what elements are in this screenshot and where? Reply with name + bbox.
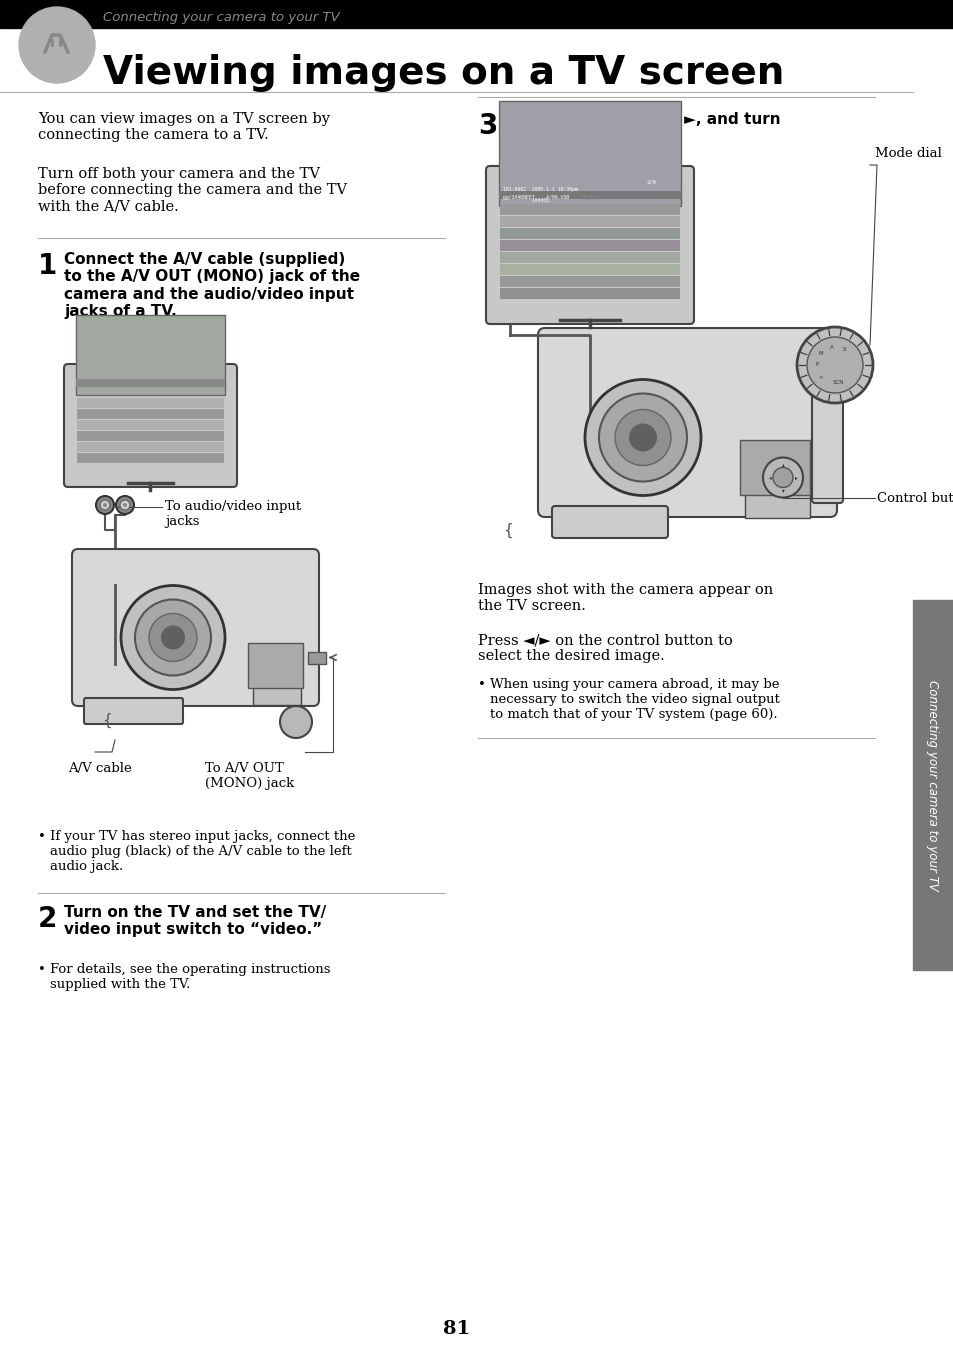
Bar [499, 204, 679, 214]
Text: 1: 1 [38, 252, 57, 280]
Bar [498, 100, 680, 206]
Text: 2/9: 2/9 [646, 180, 656, 185]
Circle shape [121, 585, 225, 689]
Circle shape [120, 499, 130, 510]
Bar [76, 379, 225, 387]
Text: •: • [38, 830, 46, 843]
Circle shape [806, 337, 862, 394]
Text: 101-0002  2005.1.1 10:30pm: 101-0002 2005.1.1 10:30pm [502, 187, 578, 191]
Circle shape [96, 497, 113, 514]
Text: ▴: ▴ [781, 461, 783, 467]
Circle shape [116, 497, 133, 514]
Circle shape [135, 600, 211, 676]
Text: Viewing images on a TV screen: Viewing images on a TV screen [103, 54, 783, 92]
Text: To A/V OUT
(MONO) jack: To A/V OUT (MONO) jack [205, 763, 294, 790]
FancyBboxPatch shape [71, 550, 318, 706]
Bar [77, 408, 224, 419]
Text: ▾: ▾ [781, 489, 783, 493]
Bar [77, 453, 224, 463]
Circle shape [161, 626, 185, 650]
Bar [498, 191, 680, 199]
Text: Set the mode dial to ►, and turn
on the camera.: Set the mode dial to ►, and turn on the … [503, 113, 780, 144]
FancyBboxPatch shape [811, 342, 842, 503]
Circle shape [772, 468, 792, 487]
Bar [308, 651, 326, 664]
Bar [740, 440, 809, 495]
Bar [499, 275, 679, 286]
Text: 3: 3 [477, 113, 497, 140]
Text: ▸: ▸ [794, 475, 797, 480]
Text: Connecting your camera to your TV: Connecting your camera to your TV [925, 680, 939, 890]
Text: gg/344KNEET    4/99.USB: gg/344KNEET 4/99.USB [502, 195, 569, 199]
Bar [499, 288, 679, 299]
Bar [499, 252, 679, 263]
Text: M: M [818, 351, 822, 356]
Text: SONY: SONY [579, 195, 599, 201]
Bar [912, 600, 953, 970]
Circle shape [280, 706, 312, 738]
Text: Turn off both your camera and the TV
before connecting the camera and the TV
wit: Turn off both your camera and the TV bef… [38, 167, 347, 213]
Text: •: • [477, 678, 485, 691]
Text: •: • [38, 963, 46, 976]
Text: When using your camera abroad, it may be
necessary to switch the video signal ou: When using your camera abroad, it may be… [490, 678, 779, 721]
Circle shape [796, 327, 872, 403]
Bar [499, 240, 679, 251]
Text: Turn on the TV and set the TV/
video input switch to “video.”: Turn on the TV and set the TV/ video inp… [64, 905, 326, 938]
Text: >: > [818, 375, 822, 379]
Bar [77, 432, 224, 441]
Text: 100005: 100005 [502, 198, 548, 204]
Circle shape [598, 394, 686, 482]
Text: {: { [502, 522, 512, 537]
FancyBboxPatch shape [537, 328, 836, 517]
Text: {: { [102, 712, 112, 727]
Text: SCN: SCN [832, 380, 843, 385]
Bar [499, 216, 679, 227]
Text: Press ◄/► on the control button to
select the desired image.: Press ◄/► on the control button to selec… [477, 632, 732, 664]
Bar [253, 677, 301, 706]
Text: ◂: ◂ [768, 475, 771, 480]
Bar [248, 643, 303, 688]
FancyBboxPatch shape [64, 364, 236, 487]
FancyBboxPatch shape [84, 697, 183, 725]
Circle shape [103, 503, 107, 508]
Circle shape [19, 7, 95, 83]
Circle shape [762, 457, 802, 498]
Text: Control button: Control button [876, 493, 953, 506]
Bar [77, 421, 224, 430]
Text: Images shot with the camera appear on
the TV screen.: Images shot with the camera appear on th… [477, 584, 773, 613]
Bar [77, 442, 224, 452]
FancyBboxPatch shape [485, 166, 693, 324]
Text: Connect the A/V cable (supplied)
to the A/V OUT (MONO) jack of the
camera and th: Connect the A/V cable (supplied) to the … [64, 252, 359, 319]
Text: 2: 2 [38, 905, 57, 934]
Text: To audio/video input
jacks: To audio/video input jacks [165, 499, 301, 528]
Text: Mode dial: Mode dial [874, 147, 941, 160]
Bar [0, 0, 953, 28]
Circle shape [149, 613, 196, 661]
Text: 81: 81 [443, 1320, 470, 1338]
Text: A: A [829, 345, 833, 350]
Bar [0, 28, 953, 90]
Bar [499, 228, 679, 239]
Bar [744, 480, 809, 518]
Text: For details, see the operating instructions
supplied with the TV.: For details, see the operating instructi… [50, 963, 330, 991]
Circle shape [100, 499, 110, 510]
Text: You can view images on a TV screen by
connecting the camera to a TV.: You can view images on a TV screen by co… [38, 113, 330, 142]
Text: A/V cable: A/V cable [68, 763, 132, 775]
Circle shape [615, 410, 670, 465]
Text: If your TV has stereo input jacks, connect the
audio plug (black) of the A/V cab: If your TV has stereo input jacks, conne… [50, 830, 355, 873]
Circle shape [628, 423, 657, 452]
Bar [499, 265, 679, 275]
Text: S: S [841, 347, 845, 351]
Circle shape [584, 380, 700, 495]
Bar [76, 315, 225, 395]
Bar [77, 398, 224, 408]
Circle shape [123, 503, 127, 508]
FancyBboxPatch shape [552, 506, 667, 537]
Text: P: P [815, 362, 818, 368]
Text: Connecting your camera to your TV: Connecting your camera to your TV [103, 11, 339, 24]
